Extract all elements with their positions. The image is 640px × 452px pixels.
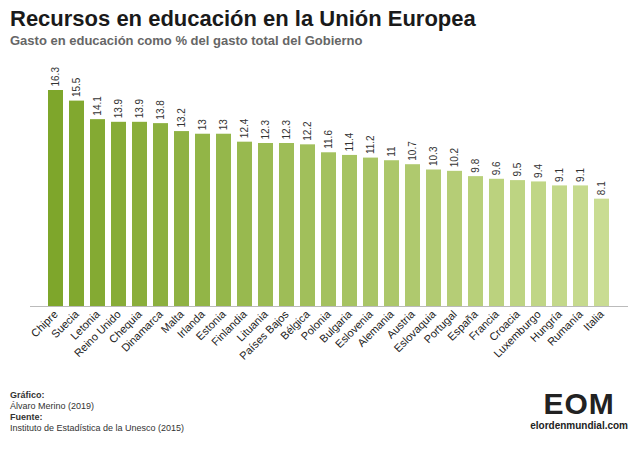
svg-text:Polonia: Polonia (298, 307, 333, 343)
svg-text:Dinamarca: Dinamarca (119, 307, 166, 354)
svg-text:Rumanía: Rumanía (545, 307, 586, 348)
svg-text:8.1: 8.1 (596, 181, 607, 195)
svg-text:10.7: 10.7 (407, 141, 418, 161)
svg-text:11.2: 11.2 (365, 135, 376, 154)
html-text:Fuente:: Fuente: (10, 412, 43, 422)
svg-text:9.1: 9.1 (554, 168, 565, 182)
svg-text:9.4: 9.4 (533, 164, 544, 178)
svg-text:13.9: 13.9 (113, 98, 124, 118)
svg-text:Letonia: Letonia (67, 307, 102, 342)
svg-text:9.8: 9.8 (470, 158, 481, 172)
svg-text:Estonia: Estonia (193, 307, 228, 343)
svg-text:Finlandia: Finlandia (208, 307, 249, 348)
svg-text:Alemania: Alemania (355, 307, 396, 349)
svg-text:Países Bajos: Países Bajos (237, 307, 291, 362)
svg-text:Croacia: Croacia (486, 307, 522, 344)
html-text:Gráfico:: Gráfico: (10, 390, 45, 400)
svg-text:13.8: 13.8 (155, 100, 166, 120)
svg-text:Chipre: Chipre (28, 307, 60, 340)
svg-text:Bulgaria: Bulgaria (316, 307, 354, 345)
svg-text:Francia: Francia (466, 307, 501, 343)
svg-text:Luxemburgo: Luxemburgo (491, 307, 543, 360)
svg-text:Eslovaquia: Eslovaquia (391, 307, 438, 355)
svg-text:Reino Unido: Reino Unido (71, 307, 123, 360)
svg-text:Irlanda: Irlanda (174, 307, 207, 341)
svg-text:Malta: Malta (158, 307, 186, 336)
svg-text:14.1: 14.1 (92, 96, 103, 116)
svg-text:12.3: 12.3 (281, 120, 292, 140)
svg-text:11: 11 (386, 146, 397, 157)
svg-text:Chequia: Chequia (106, 307, 144, 346)
html-text:Instituto de Estadística de la: Instituto de Estadística de la Unesco (2… (10, 423, 185, 433)
svg-text:Hungría: Hungría (527, 307, 564, 345)
html-text:EOM: EOM (543, 387, 615, 420)
svg-text:9.5: 9.5 (512, 162, 523, 176)
svg-text:10.3: 10.3 (428, 146, 439, 166)
svg-text:Eslovenia: Eslovenia (332, 307, 375, 351)
svg-text:España: España (445, 307, 480, 343)
html-text:Gasto en educación como % del: Gasto en educación como % del gasto tota… (10, 33, 363, 48)
svg-text:Bélgica: Bélgica (277, 307, 312, 342)
svg-text:11.4: 11.4 (344, 132, 355, 151)
svg-text:Suecia: Suecia (48, 307, 81, 341)
svg-text:12.4: 12.4 (239, 118, 250, 138)
svg-text:13: 13 (197, 119, 208, 131)
html-text:elordenmundial.com: elordenmundial.com (530, 420, 628, 431)
svg-text:Italia: Italia (581, 307, 607, 333)
svg-text:9.6: 9.6 (491, 161, 502, 175)
svg-text:12.3: 12.3 (260, 120, 271, 140)
svg-text:15.5: 15.5 (71, 77, 82, 97)
svg-text:9.1: 9.1 (575, 168, 586, 182)
svg-text:13.9: 13.9 (134, 98, 145, 118)
svg-text:Lituania: Lituania (234, 307, 270, 344)
svg-text:11.6: 11.6 (323, 130, 334, 149)
svg-text:Austria: Austria (384, 307, 417, 341)
html-text:Recursos en educación en la Un: Recursos en educación en la Unión Europe… (10, 6, 476, 31)
svg-text:10.2: 10.2 (449, 147, 460, 167)
html-text:Álvaro Merino (2019): Álvaro Merino (2019) (10, 401, 94, 411)
svg-text:13.2: 13.2 (176, 108, 187, 128)
svg-text:13: 13 (218, 119, 229, 131)
svg-text:12.2: 12.2 (302, 121, 313, 141)
svg-text:16.3: 16.3 (50, 67, 61, 87)
svg-text:Portugal: Portugal (421, 307, 459, 346)
